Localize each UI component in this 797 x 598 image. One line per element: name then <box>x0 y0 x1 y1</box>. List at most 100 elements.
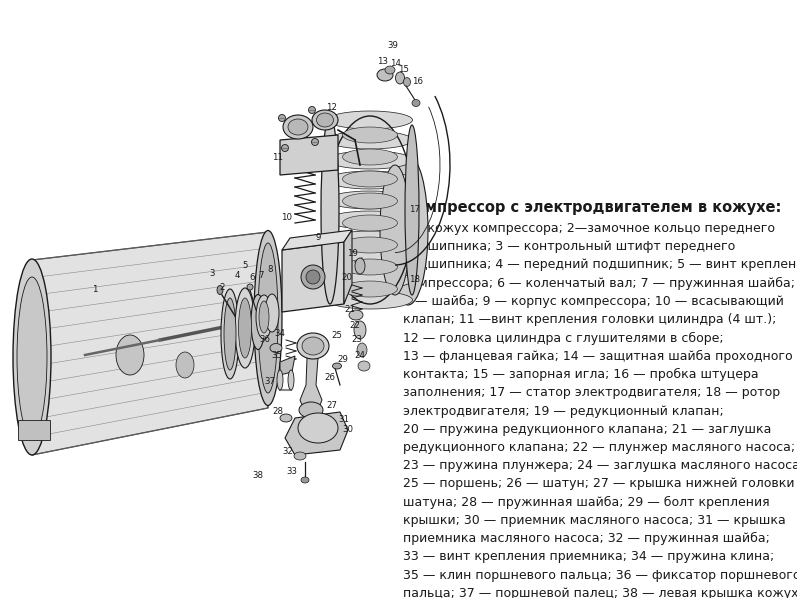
Ellipse shape <box>217 285 223 294</box>
Ellipse shape <box>259 301 269 333</box>
Ellipse shape <box>247 284 253 290</box>
Text: 5: 5 <box>242 261 248 270</box>
Ellipse shape <box>221 289 239 379</box>
Ellipse shape <box>302 337 324 355</box>
Ellipse shape <box>377 69 393 81</box>
Ellipse shape <box>256 295 272 339</box>
Ellipse shape <box>258 243 278 393</box>
Ellipse shape <box>306 270 320 284</box>
Text: 36: 36 <box>260 335 270 344</box>
Ellipse shape <box>297 333 329 359</box>
Text: 6: 6 <box>249 273 255 282</box>
Ellipse shape <box>176 352 194 378</box>
Text: 19: 19 <box>347 249 357 258</box>
Ellipse shape <box>301 265 325 289</box>
Ellipse shape <box>224 298 236 370</box>
Text: 30: 30 <box>343 426 354 435</box>
Ellipse shape <box>328 151 413 169</box>
Ellipse shape <box>380 165 410 295</box>
Text: 28: 28 <box>273 407 284 416</box>
Text: 21: 21 <box>344 306 355 315</box>
Text: 7: 7 <box>258 270 264 279</box>
Text: 12: 12 <box>327 103 337 112</box>
Ellipse shape <box>412 99 420 106</box>
Text: 35: 35 <box>272 350 282 359</box>
Text: 16: 16 <box>413 78 423 87</box>
Ellipse shape <box>358 361 370 371</box>
Text: 17: 17 <box>410 206 421 215</box>
Text: 24: 24 <box>355 350 366 359</box>
Ellipse shape <box>403 78 410 87</box>
Ellipse shape <box>328 271 413 289</box>
Ellipse shape <box>316 113 333 127</box>
Ellipse shape <box>294 452 306 460</box>
Ellipse shape <box>328 131 413 149</box>
Ellipse shape <box>299 402 323 418</box>
Ellipse shape <box>281 145 289 151</box>
Text: 33: 33 <box>286 468 297 477</box>
Ellipse shape <box>265 294 279 332</box>
Ellipse shape <box>343 127 398 143</box>
Ellipse shape <box>235 288 255 368</box>
Ellipse shape <box>312 110 338 130</box>
Text: 9: 9 <box>316 233 320 242</box>
Ellipse shape <box>13 259 51 455</box>
Ellipse shape <box>355 258 365 274</box>
Text: 18: 18 <box>410 276 421 285</box>
Text: 10: 10 <box>281 213 292 222</box>
Ellipse shape <box>254 230 282 405</box>
Ellipse shape <box>308 106 316 114</box>
Ellipse shape <box>354 321 366 339</box>
Ellipse shape <box>343 259 398 275</box>
Text: 8: 8 <box>267 266 273 274</box>
Ellipse shape <box>343 149 398 165</box>
Polygon shape <box>280 135 338 175</box>
Text: 11: 11 <box>273 154 284 163</box>
Polygon shape <box>32 232 268 455</box>
Ellipse shape <box>388 155 428 305</box>
Ellipse shape <box>405 125 419 295</box>
Ellipse shape <box>349 310 363 320</box>
Text: 29: 29 <box>338 355 348 365</box>
Text: 1: 1 <box>92 285 98 294</box>
Ellipse shape <box>328 211 413 229</box>
Ellipse shape <box>288 370 294 390</box>
Text: 3: 3 <box>210 270 214 279</box>
Ellipse shape <box>328 191 413 209</box>
Text: 4: 4 <box>234 270 240 279</box>
Text: 37: 37 <box>265 377 276 386</box>
Ellipse shape <box>296 414 340 452</box>
Polygon shape <box>285 412 348 455</box>
Text: 1 —кожух компрессора; 2—замочное кольцо переднего
подшипника; 3 — контрольный шт: 1 —кожух компрессора; 2—замочное кольцо … <box>403 222 797 598</box>
Ellipse shape <box>385 66 395 74</box>
Ellipse shape <box>277 370 283 390</box>
Text: 32: 32 <box>282 447 293 456</box>
Text: 39: 39 <box>387 41 398 50</box>
Ellipse shape <box>321 116 339 304</box>
Ellipse shape <box>343 193 398 209</box>
Text: 23: 23 <box>351 335 363 344</box>
Polygon shape <box>282 242 344 312</box>
Text: 2: 2 <box>219 283 225 292</box>
Text: 34: 34 <box>274 328 285 337</box>
Ellipse shape <box>328 111 413 129</box>
Ellipse shape <box>328 171 413 189</box>
Polygon shape <box>282 230 352 250</box>
Text: 31: 31 <box>339 416 350 425</box>
Text: 15: 15 <box>398 66 410 75</box>
Text: 22: 22 <box>350 321 360 329</box>
Ellipse shape <box>332 363 341 369</box>
Ellipse shape <box>278 114 285 121</box>
Text: 20: 20 <box>341 273 352 282</box>
Ellipse shape <box>343 281 398 297</box>
Ellipse shape <box>17 277 47 437</box>
Text: 13: 13 <box>378 57 388 66</box>
Polygon shape <box>280 356 295 375</box>
Ellipse shape <box>312 139 319 145</box>
Ellipse shape <box>116 335 144 375</box>
Ellipse shape <box>298 413 338 443</box>
Ellipse shape <box>343 171 398 187</box>
Ellipse shape <box>328 231 413 249</box>
Ellipse shape <box>238 298 252 358</box>
Text: 26: 26 <box>324 374 336 383</box>
